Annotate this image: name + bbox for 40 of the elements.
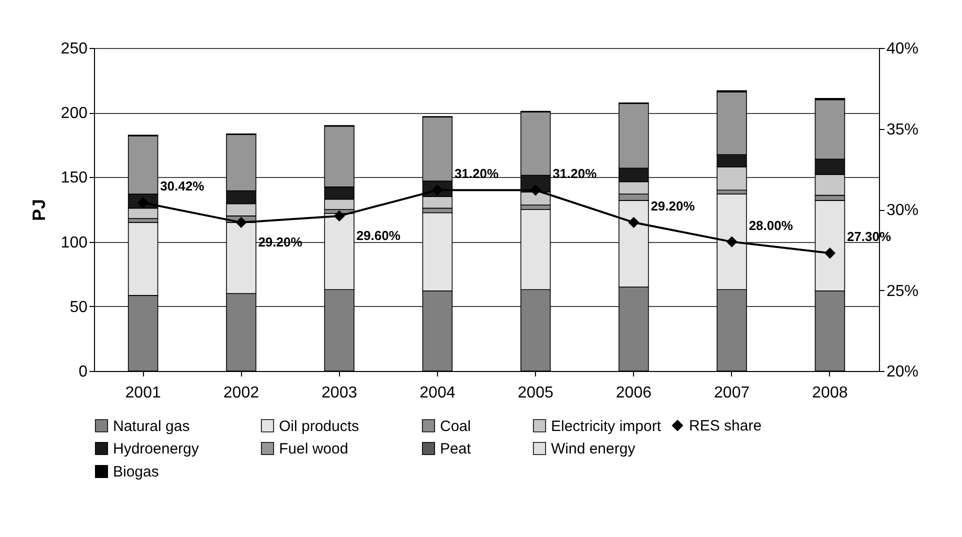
x-tick-label: 2005 bbox=[518, 384, 554, 402]
legend-label: RES share bbox=[689, 418, 762, 434]
x-tick-label: 2006 bbox=[616, 384, 652, 402]
y-tick-label: 0 bbox=[78, 364, 88, 380]
point bbox=[530, 184, 541, 196]
data-label: 30.42% bbox=[160, 178, 205, 194]
legend-label: Electricity import bbox=[551, 418, 662, 435]
y-axis-title: PJ bbox=[28, 198, 49, 222]
point bbox=[726, 236, 737, 247]
legend-label: Natural gas bbox=[113, 418, 190, 435]
y2-tick-label: 35% bbox=[886, 121, 919, 138]
x-tick-label: 2003 bbox=[322, 384, 358, 402]
legend-label: Hydroenergy bbox=[113, 440, 200, 458]
y2-tick-label: 40% bbox=[886, 40, 919, 58]
x-tick-label: 2008 bbox=[812, 384, 848, 402]
y2-tick-label: 30% bbox=[886, 202, 919, 219]
data-label: 29.20% bbox=[650, 198, 696, 214]
legend-label: Fuel wood bbox=[279, 440, 348, 458]
x-tick-label: 2004 bbox=[420, 384, 456, 402]
y2-tick-label: 20% bbox=[886, 364, 919, 380]
y-tick-label: 150 bbox=[60, 170, 88, 187]
point bbox=[334, 210, 344, 222]
x-tick-label: 2002 bbox=[223, 384, 260, 402]
point bbox=[236, 217, 246, 228]
legend-label: Wind energy bbox=[551, 440, 636, 458]
y-tick-label: 250 bbox=[60, 40, 88, 58]
point bbox=[628, 217, 639, 228]
legend-label: Biogas bbox=[113, 464, 159, 480]
x-tick-label: 2001 bbox=[125, 384, 161, 402]
legend-label: Coal bbox=[440, 418, 471, 435]
data-label: 28.00% bbox=[748, 218, 794, 233]
legend-label: Oil products bbox=[279, 418, 360, 435]
x-tick-label: 2007 bbox=[714, 384, 750, 402]
y2-tick-label: 25% bbox=[886, 282, 919, 300]
y-tick-label: 50 bbox=[70, 298, 88, 316]
legend-label: Peat bbox=[440, 440, 472, 458]
y-tick-label: 200 bbox=[60, 105, 88, 122]
y-tick-label: 100 bbox=[60, 234, 88, 252]
point bbox=[824, 248, 836, 258]
data-label: 29.60% bbox=[356, 228, 401, 243]
